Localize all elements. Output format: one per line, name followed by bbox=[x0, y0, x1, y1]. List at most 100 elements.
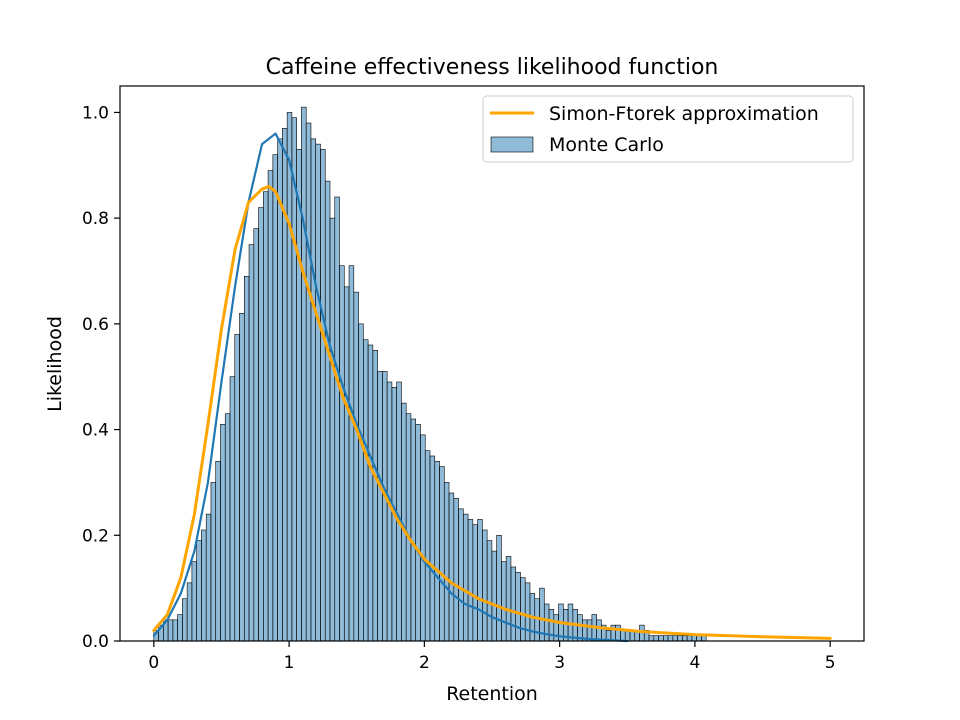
y-tick-label: 1.0 bbox=[82, 103, 109, 123]
histogram-bar bbox=[596, 619, 602, 642]
y-axis-ticks: 0.0 0.2 0.4 0.6 0.8 1.0 bbox=[82, 103, 120, 652]
histogram-bar bbox=[286, 112, 293, 642]
histogram-bar bbox=[510, 566, 517, 642]
y-tick-label: 0.4 bbox=[82, 421, 109, 441]
histogram-bar bbox=[215, 460, 221, 642]
histogram-bar bbox=[243, 275, 250, 642]
histogram-bar bbox=[477, 519, 483, 642]
histogram-bar bbox=[691, 635, 697, 642]
plot-frame bbox=[119, 85, 865, 642]
histogram-bar bbox=[182, 598, 188, 642]
histogram-bar bbox=[272, 154, 278, 642]
histogram-bar bbox=[167, 619, 174, 642]
histogram-bar bbox=[296, 149, 302, 642]
histogram-bar bbox=[220, 423, 226, 642]
x-tick-label: 2 bbox=[419, 653, 430, 673]
histogram-bar bbox=[624, 630, 631, 642]
histogram-bar bbox=[363, 339, 369, 642]
histogram-bar bbox=[701, 635, 707, 642]
histogram-bar bbox=[367, 344, 374, 642]
histogram-bar bbox=[205, 513, 212, 642]
histogram-bar bbox=[658, 635, 664, 642]
series-lines bbox=[152, 132, 832, 643]
legend-label-monte-carlo: Monte Carlo bbox=[549, 134, 664, 156]
y-axis-label: Likelihood bbox=[44, 316, 66, 412]
histogram-bar bbox=[239, 312, 245, 642]
histogram-bar bbox=[310, 138, 317, 642]
histogram-bar bbox=[186, 582, 193, 642]
histogram-bar bbox=[377, 371, 383, 642]
histogram-bar bbox=[177, 614, 183, 642]
legend-bar-swatch bbox=[490, 136, 534, 153]
histogram-bar bbox=[410, 418, 417, 642]
y-tick-label: 0.6 bbox=[82, 315, 109, 335]
histogram-bar bbox=[648, 635, 655, 642]
approximation-line bbox=[152, 184, 832, 640]
histogram-bar bbox=[305, 122, 312, 642]
y-tick-label: 0.2 bbox=[82, 526, 109, 546]
histogram-bar bbox=[463, 513, 469, 642]
histogram-bar bbox=[210, 482, 217, 642]
histogram-bar bbox=[372, 349, 378, 642]
x-tick-label: 0 bbox=[148, 653, 159, 673]
kde-line bbox=[152, 132, 629, 643]
histogram-bar bbox=[348, 265, 355, 642]
histogram-bar bbox=[686, 635, 693, 642]
histogram-bar bbox=[258, 207, 264, 642]
histogram-bar bbox=[353, 291, 359, 642]
histogram-bar bbox=[234, 334, 240, 642]
x-tick-label: 5 bbox=[825, 653, 836, 673]
histogram-bar bbox=[496, 534, 502, 642]
chart-title: Caffeine effectiveness likelihood functi… bbox=[266, 55, 719, 80]
histogram-bar bbox=[339, 265, 345, 642]
histogram-bar bbox=[282, 127, 288, 642]
histogram-bar bbox=[653, 635, 659, 642]
histogram-bar bbox=[615, 624, 621, 642]
histogram-bar bbox=[439, 466, 445, 642]
histogram-bar bbox=[482, 529, 488, 642]
histogram-bar bbox=[667, 635, 674, 642]
x-axis-ticks: 0 1 2 3 4 5 bbox=[148, 641, 836, 673]
histogram-bar bbox=[291, 117, 297, 642]
histogram-bar bbox=[453, 497, 459, 642]
y-tick-label: 0.0 bbox=[82, 632, 109, 652]
x-tick-label: 1 bbox=[284, 653, 295, 673]
histogram-bar bbox=[172, 619, 178, 642]
histogram-bar bbox=[491, 550, 497, 642]
histogram-bar bbox=[586, 619, 593, 642]
legend-box bbox=[482, 95, 854, 163]
legend-label-approximation: Simon-Ftorek approximation bbox=[549, 103, 819, 125]
histogram-bar bbox=[505, 556, 512, 642]
histogram-bar bbox=[248, 244, 255, 642]
histogram-bar bbox=[224, 413, 231, 642]
histogram-bar bbox=[524, 582, 531, 642]
x-axis-label: Retention bbox=[446, 683, 538, 705]
histogram-bar bbox=[443, 482, 450, 642]
histogram-bar bbox=[334, 196, 340, 642]
x-tick-label: 4 bbox=[689, 653, 700, 673]
histogram-bar bbox=[501, 561, 507, 642]
histogram-bar bbox=[382, 371, 388, 642]
histogram-bar bbox=[324, 180, 331, 642]
histogram-bar bbox=[672, 635, 678, 642]
histogram-bar bbox=[229, 376, 236, 642]
histogram-bar bbox=[424, 450, 431, 642]
histogram-bar bbox=[301, 106, 307, 642]
histogram-bar bbox=[486, 540, 493, 642]
histogram-bar bbox=[277, 138, 283, 642]
histogram-bar bbox=[458, 508, 464, 642]
histogram-bar bbox=[396, 381, 402, 642]
histogram-bar bbox=[472, 524, 478, 642]
histogram-bar bbox=[620, 630, 626, 642]
histogram-bar bbox=[191, 561, 197, 642]
histogram-bar bbox=[315, 143, 321, 642]
histogram-bar bbox=[515, 571, 521, 642]
histogram-bar bbox=[663, 635, 669, 642]
histogram-bar bbox=[405, 413, 412, 642]
histogram-bar bbox=[520, 577, 526, 642]
histogram-bar bbox=[267, 170, 274, 642]
y-tick-label: 0.8 bbox=[82, 209, 109, 229]
histogram-bar bbox=[320, 149, 326, 642]
histogram-bar bbox=[682, 635, 688, 642]
